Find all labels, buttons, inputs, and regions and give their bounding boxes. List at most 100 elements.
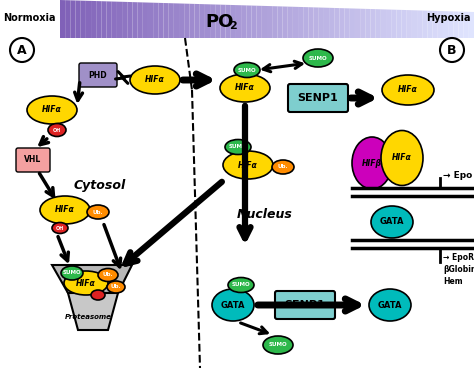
Polygon shape	[396, 10, 401, 38]
Ellipse shape	[369, 289, 411, 321]
Polygon shape	[174, 3, 179, 38]
Polygon shape	[412, 10, 417, 38]
Text: A: A	[17, 43, 27, 57]
Text: HIFα: HIFα	[76, 279, 96, 287]
Polygon shape	[226, 5, 231, 38]
Ellipse shape	[263, 336, 293, 354]
Polygon shape	[469, 12, 474, 38]
Polygon shape	[283, 7, 288, 38]
Polygon shape	[91, 1, 96, 38]
Polygon shape	[360, 9, 365, 38]
Text: Cytosol: Cytosol	[74, 178, 126, 191]
Polygon shape	[215, 4, 220, 38]
Polygon shape	[433, 11, 438, 38]
Polygon shape	[298, 7, 303, 38]
Polygon shape	[210, 4, 215, 38]
Polygon shape	[169, 3, 174, 38]
Polygon shape	[324, 8, 329, 38]
Ellipse shape	[272, 160, 294, 174]
Polygon shape	[339, 8, 345, 38]
Polygon shape	[355, 8, 360, 38]
Polygon shape	[314, 7, 319, 38]
Polygon shape	[448, 11, 453, 38]
Polygon shape	[220, 5, 226, 38]
Ellipse shape	[220, 74, 270, 102]
Text: βGlobin: βGlobin	[443, 265, 474, 275]
Text: VHL: VHL	[24, 156, 42, 164]
Polygon shape	[262, 6, 267, 38]
Text: 2: 2	[229, 21, 237, 31]
Polygon shape	[101, 1, 107, 38]
Ellipse shape	[87, 205, 109, 219]
Text: PHD: PHD	[89, 71, 107, 79]
Text: HIFα: HIFα	[398, 85, 418, 95]
Polygon shape	[153, 3, 158, 38]
Ellipse shape	[382, 75, 434, 105]
Text: GATA: GATA	[378, 301, 402, 309]
Text: SUMO: SUMO	[237, 67, 256, 72]
Text: SUMO: SUMO	[63, 270, 82, 276]
Polygon shape	[345, 8, 350, 38]
Ellipse shape	[27, 96, 77, 124]
Text: HIFα: HIFα	[235, 84, 255, 92]
Polygon shape	[391, 10, 396, 38]
Text: SUMO: SUMO	[269, 343, 287, 347]
Ellipse shape	[98, 269, 118, 282]
Text: Ub.: Ub.	[278, 164, 288, 170]
Circle shape	[10, 38, 34, 62]
Text: Proteasome: Proteasome	[64, 314, 111, 320]
Polygon shape	[303, 7, 309, 38]
Text: SUMO: SUMO	[309, 56, 328, 60]
FancyBboxPatch shape	[288, 84, 348, 112]
Ellipse shape	[107, 281, 125, 293]
Text: OH: OH	[53, 127, 61, 132]
Text: Hem: Hem	[443, 277, 463, 287]
Polygon shape	[122, 2, 128, 38]
Text: Ub.: Ub.	[111, 284, 121, 290]
Polygon shape	[422, 11, 428, 38]
Polygon shape	[309, 7, 314, 38]
Polygon shape	[288, 7, 293, 38]
Ellipse shape	[228, 277, 254, 293]
Ellipse shape	[130, 66, 180, 94]
Polygon shape	[386, 10, 391, 38]
Ellipse shape	[40, 196, 90, 224]
Text: B: B	[447, 43, 457, 57]
Text: OH: OH	[56, 226, 64, 230]
Polygon shape	[246, 6, 252, 38]
Polygon shape	[277, 6, 283, 38]
Text: GATA: GATA	[221, 301, 245, 309]
Polygon shape	[107, 1, 112, 38]
Ellipse shape	[352, 137, 392, 189]
Ellipse shape	[371, 206, 413, 238]
Polygon shape	[52, 265, 132, 293]
Polygon shape	[453, 11, 458, 38]
Polygon shape	[128, 2, 132, 38]
Polygon shape	[137, 2, 143, 38]
Polygon shape	[438, 11, 443, 38]
Text: Ub.: Ub.	[103, 272, 113, 277]
Text: HIFα: HIFα	[145, 75, 165, 85]
Polygon shape	[267, 6, 272, 38]
Text: Hypoxia: Hypoxia	[427, 13, 471, 23]
Polygon shape	[293, 7, 298, 38]
Polygon shape	[70, 0, 75, 38]
Polygon shape	[417, 10, 422, 38]
Polygon shape	[184, 4, 190, 38]
Polygon shape	[96, 1, 101, 38]
Ellipse shape	[234, 63, 260, 78]
Text: Ub.: Ub.	[93, 209, 103, 215]
Text: SENP1: SENP1	[284, 300, 325, 310]
Text: Normoxia: Normoxia	[3, 13, 55, 23]
Text: GATA: GATA	[380, 217, 404, 226]
Polygon shape	[81, 1, 86, 38]
Text: PO: PO	[206, 13, 234, 31]
Polygon shape	[272, 6, 277, 38]
Text: HIFα: HIFα	[238, 160, 258, 170]
Ellipse shape	[223, 151, 273, 179]
Ellipse shape	[381, 131, 423, 185]
Text: HIFβ: HIFβ	[362, 159, 382, 167]
Polygon shape	[68, 293, 118, 330]
Ellipse shape	[225, 139, 251, 155]
Polygon shape	[371, 9, 376, 38]
